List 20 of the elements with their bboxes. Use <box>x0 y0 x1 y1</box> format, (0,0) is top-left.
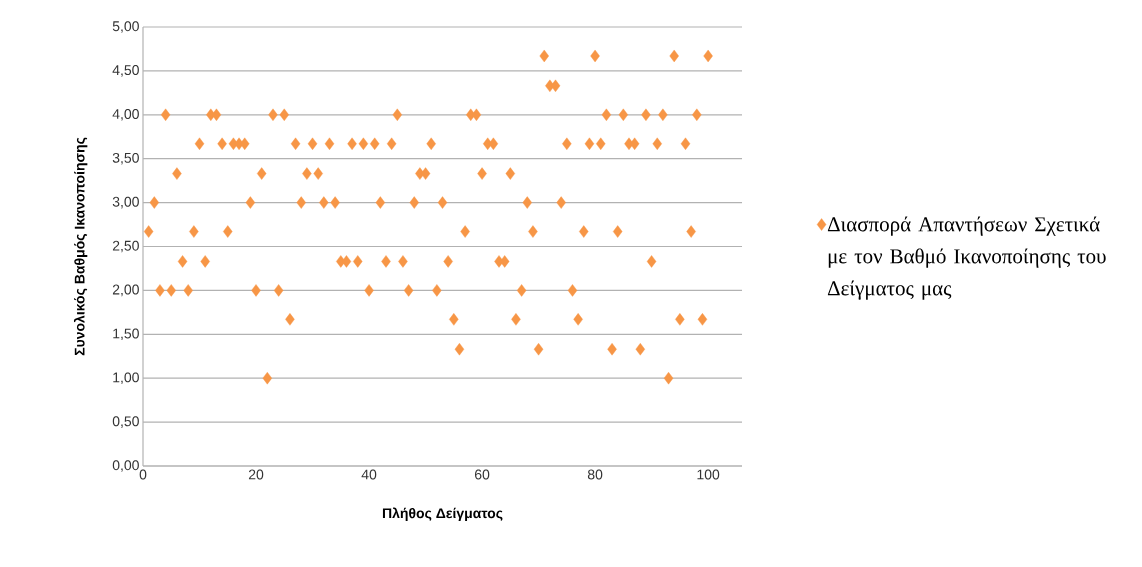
x-axis-title: Πλήθος Δείγματος <box>382 507 503 521</box>
x-tick-label: 60 <box>474 469 490 480</box>
x-tick-label: 80 <box>587 469 603 480</box>
legend-label: Διασπορά Απαντήσεων Σχετικά με τον Βαθμό Ικανοποίησης του Δείγματος μας <box>827 216 1106 300</box>
y-tick-label: 5,00 <box>112 21 139 33</box>
y-tick-label: 1,00 <box>113 372 139 384</box>
y-tick-label: 2,50 <box>112 240 139 253</box>
y-tick-label: 3,50 <box>112 152 139 165</box>
x-tick-label: 0 <box>139 469 147 480</box>
x-tick-label: 40 <box>361 469 377 480</box>
y-tick-label: 0,00 <box>112 460 139 472</box>
y-tick-label: 1,50 <box>113 328 139 341</box>
y-tick-label: 0,50 <box>112 416 139 428</box>
x-tick-label: 20 <box>248 469 264 480</box>
y-tick-label: 3,00 <box>112 196 139 209</box>
y-tick-label: 4,00 <box>112 109 139 121</box>
y-tick-label: 4,50 <box>112 65 139 77</box>
x-tick-label: 100 <box>697 469 720 480</box>
y-tick-label: 2,00 <box>112 284 139 297</box>
y-axis-title: Συνολικός Βαθμός Ικανοποίησης <box>73 137 88 356</box>
